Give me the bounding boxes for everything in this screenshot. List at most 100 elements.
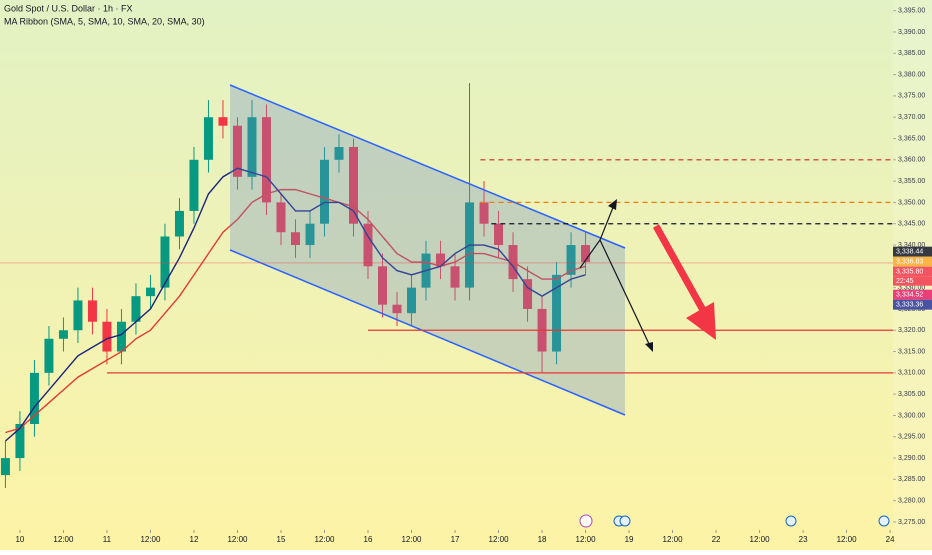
x-tick-label: 19 <box>625 535 634 544</box>
candle-body <box>232 125 242 177</box>
event-icon[interactable] <box>785 515 797 527</box>
y-tick-label: 3,305.00 <box>898 391 925 398</box>
y-tick-label: 3,355.00 <box>898 178 925 185</box>
x-tick-label: 12:00 <box>140 535 161 544</box>
channel-bottom <box>229 249 626 416</box>
candle-body <box>363 223 373 267</box>
y-tick-label: 3,315.00 <box>898 348 925 355</box>
x-tick-label: 12:00 <box>314 535 335 544</box>
candle-body <box>116 321 126 352</box>
y-tick-label: 3,395.00 <box>898 7 925 14</box>
y-tick-label: 3,345.00 <box>898 221 925 228</box>
price-tag-label: 3,333.36 <box>896 302 923 309</box>
countdown: 22:45 <box>896 278 914 285</box>
candle-body <box>160 236 170 288</box>
ma-line <box>5 188 586 434</box>
ma-line <box>4 167 586 442</box>
price-tag <box>893 256 932 267</box>
x-tick-label: 12:00 <box>53 535 74 544</box>
price-tag-label: 3,335.80 <box>896 269 923 276</box>
y-tick-label: 3,350.00 <box>898 199 925 206</box>
x-tick-label: 12:00 <box>576 535 597 544</box>
candle-body <box>392 304 402 314</box>
price-tag <box>893 246 932 257</box>
event-icon[interactable] <box>878 515 890 527</box>
event-icon[interactable] <box>579 514 593 528</box>
y-tick-label: 3,320.00 <box>898 327 925 334</box>
x-tick-label: 16 <box>364 535 373 544</box>
candle-body <box>189 159 199 211</box>
x-tick-label: 17 <box>451 535 460 544</box>
x-tick-label: 12:00 <box>750 535 771 544</box>
candle-body <box>29 372 39 424</box>
candle-body <box>15 423 25 459</box>
price-tag-label: 3,336.83 <box>896 259 923 266</box>
y-tick-label: 3,370.00 <box>898 114 925 121</box>
candle-body <box>0 458 10 476</box>
candle-body <box>436 253 446 267</box>
y-tick-label: 3,365.00 <box>898 135 925 142</box>
event-icon[interactable] <box>619 515 631 527</box>
candle-body <box>349 147 358 224</box>
candle-body <box>87 300 97 322</box>
big-arrowhead <box>686 302 716 340</box>
x-tick-label: 12:00 <box>227 535 248 544</box>
price-tag-label: 3,338.44 <box>896 249 923 256</box>
channel-fill <box>230 85 625 415</box>
candle-body <box>131 296 141 322</box>
y-tick-label: 3,290.00 <box>898 455 925 462</box>
scenario-arrow-down <box>599 239 651 347</box>
y-tick-label: 3,310.00 <box>898 370 925 377</box>
candle-body <box>552 274 562 352</box>
candle-body <box>566 245 576 275</box>
price-tag <box>893 266 932 277</box>
candle-body <box>334 147 344 160</box>
x-tick-label: 12:00 <box>663 535 684 544</box>
y-tick-label: 3,340.00 <box>898 242 925 249</box>
y-tick-label: 3,360.00 <box>898 157 925 164</box>
candle-body <box>102 321 112 352</box>
countdown-tag <box>893 276 932 286</box>
x-tick-label: 11 <box>103 535 112 544</box>
candle-body <box>305 223 315 246</box>
candle-body <box>523 279 533 309</box>
y-tick-label: 3,275.00 <box>898 519 925 526</box>
candle-body <box>44 338 54 373</box>
x-tick-label: 18 <box>538 535 547 544</box>
overlay: 3,338.44 3,336.83 3,335.80 22:45 3,334.52 3,3… <box>0 159 932 374</box>
candle-body <box>479 202 489 224</box>
price-tag <box>893 299 932 310</box>
candle-body <box>261 117 271 203</box>
candle-body <box>378 266 388 305</box>
candle-body <box>218 117 228 126</box>
x-tick-label: 12:00 <box>401 535 422 544</box>
x-tick-label: 23 <box>799 535 808 544</box>
price-tag <box>893 289 932 300</box>
candle-body <box>276 202 286 233</box>
arrowhead <box>645 342 653 352</box>
candle-body <box>581 245 591 263</box>
arrowhead <box>608 199 617 210</box>
candle-body <box>145 287 155 297</box>
y-tick-label: 3,295.00 <box>898 434 925 441</box>
indicator-label: MA Ribbon (SMA, 5, SMA, 10, SMA, 20, SMA… <box>4 16 205 26</box>
x-tick-label: 15 <box>277 535 286 544</box>
x-tick-label: 12:00 <box>489 535 510 544</box>
candle-body <box>73 300 83 331</box>
channel-top <box>229 84 626 249</box>
price-axis <box>893 0 932 550</box>
price-tag-label: 3,334.52 <box>896 292 923 299</box>
candle-body <box>58 330 68 339</box>
candle-body <box>450 266 460 288</box>
candle-body <box>494 223 504 246</box>
candle-body <box>203 117 213 160</box>
chart-title: Gold Spot / U.S. Dollar · 1h · FX <box>4 3 133 13</box>
y-tick-label: 3,375.00 <box>898 93 925 100</box>
y-tick-label: 3,385.00 <box>898 50 925 57</box>
y-tick-label: 3,390.00 <box>898 29 925 36</box>
y-tick-label: 3,300.00 <box>898 412 925 419</box>
x-tick-label: 12:00 <box>837 535 858 544</box>
candle-body <box>320 159 329 224</box>
